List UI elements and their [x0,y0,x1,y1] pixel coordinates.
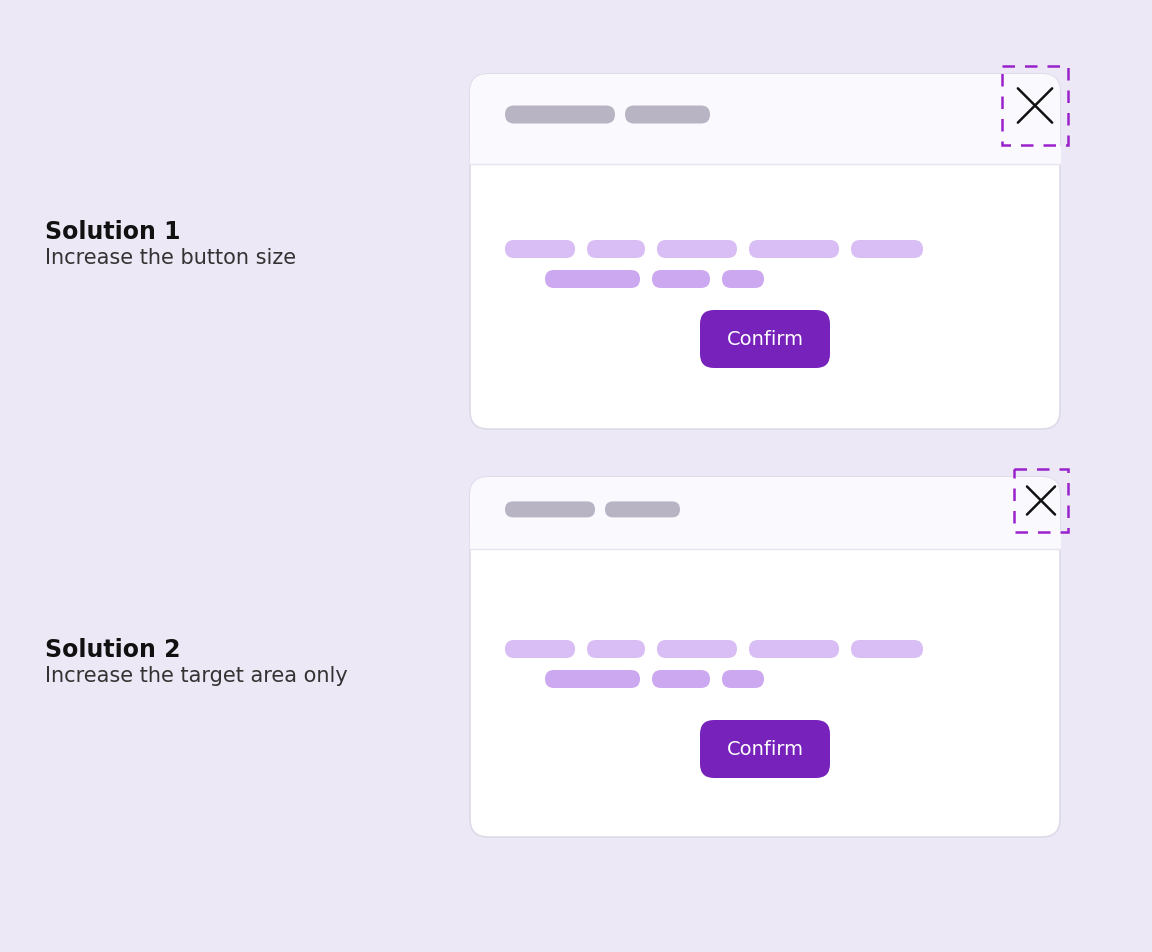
FancyBboxPatch shape [851,241,923,259]
FancyBboxPatch shape [505,502,594,518]
FancyBboxPatch shape [545,670,641,688]
FancyBboxPatch shape [749,641,839,659]
FancyBboxPatch shape [470,478,1060,837]
Text: Solution 1: Solution 1 [45,220,181,244]
Text: Confirm: Confirm [727,740,803,759]
FancyBboxPatch shape [505,107,615,125]
FancyBboxPatch shape [588,241,645,259]
FancyBboxPatch shape [545,270,641,288]
FancyBboxPatch shape [652,270,710,288]
FancyBboxPatch shape [652,670,710,688]
FancyBboxPatch shape [722,270,764,288]
Polygon shape [470,147,1060,165]
FancyBboxPatch shape [588,641,645,659]
FancyBboxPatch shape [605,502,680,518]
FancyBboxPatch shape [626,107,710,125]
Text: Increase the button size: Increase the button size [45,248,296,268]
FancyBboxPatch shape [851,641,923,659]
FancyBboxPatch shape [657,641,737,659]
Polygon shape [470,531,1060,549]
FancyBboxPatch shape [505,641,575,659]
FancyBboxPatch shape [505,241,575,259]
FancyBboxPatch shape [700,721,829,778]
FancyBboxPatch shape [470,75,1060,165]
Text: Confirm: Confirm [727,330,803,349]
FancyBboxPatch shape [470,478,1060,549]
FancyBboxPatch shape [722,670,764,688]
FancyBboxPatch shape [657,241,737,259]
FancyBboxPatch shape [700,310,829,368]
Text: Increase the target area only: Increase the target area only [45,665,348,685]
Text: Solution 2: Solution 2 [45,637,181,662]
FancyBboxPatch shape [749,241,839,259]
FancyBboxPatch shape [470,75,1060,429]
